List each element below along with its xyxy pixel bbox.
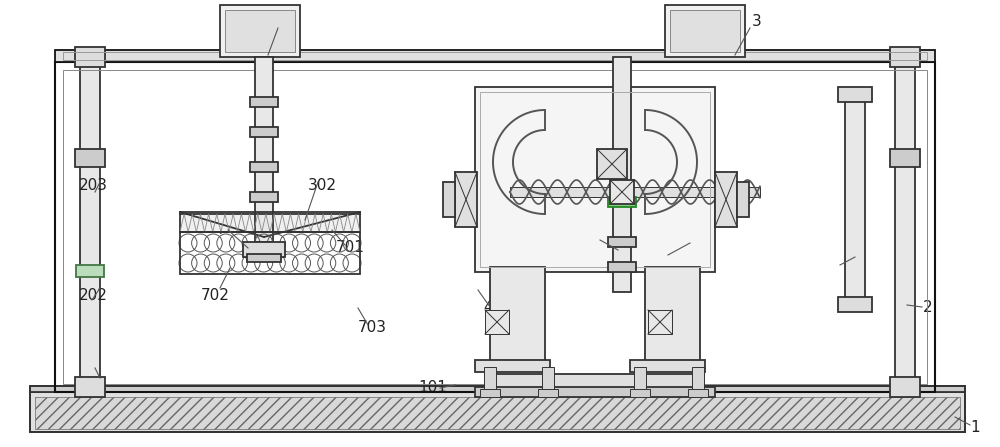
Bar (55, 50, 935, 62)
Bar (484, 367, 496, 392)
Bar (480, 389, 500, 397)
Text: 201: 201 (79, 378, 107, 392)
Bar (634, 367, 646, 392)
Bar (510, 187, 760, 197)
Bar (895, 62, 915, 392)
Bar (225, 10, 295, 52)
Text: 701: 701 (336, 240, 364, 256)
Bar (737, 182, 749, 217)
Text: 7: 7 (217, 223, 227, 237)
Bar (475, 387, 715, 397)
Bar (250, 162, 278, 172)
Bar (890, 377, 920, 397)
Text: 101: 101 (419, 380, 447, 396)
Bar (63, 70, 927, 384)
Bar (715, 172, 737, 227)
Bar (597, 149, 627, 179)
Bar (455, 172, 477, 227)
Bar (648, 310, 672, 334)
Bar (75, 47, 105, 67)
Text: 302: 302 (308, 177, 336, 193)
Bar (490, 267, 545, 367)
Bar (890, 149, 920, 167)
Text: 2: 2 (923, 299, 933, 315)
Text: 5: 5 (690, 236, 700, 250)
Text: 1: 1 (970, 421, 980, 435)
Bar (55, 62, 935, 392)
Text: 6: 6 (855, 249, 865, 265)
Text: 303: 303 (583, 236, 613, 250)
Bar (610, 180, 634, 204)
Bar (608, 262, 636, 272)
Bar (180, 232, 360, 274)
Text: 4: 4 (483, 299, 493, 315)
Bar (30, 386, 965, 432)
Bar (30, 386, 965, 392)
Bar (645, 267, 700, 367)
Text: 702: 702 (201, 287, 229, 303)
Bar (255, 57, 273, 242)
Bar (30, 392, 965, 432)
Polygon shape (180, 212, 360, 237)
Bar (665, 5, 745, 57)
Bar (247, 254, 281, 262)
Bar (76, 265, 104, 277)
Bar (475, 87, 715, 272)
Polygon shape (180, 214, 360, 232)
Bar (80, 62, 100, 392)
Bar (688, 389, 708, 397)
Bar (630, 360, 705, 372)
Bar (613, 57, 631, 292)
Bar (485, 310, 509, 334)
Bar (443, 182, 455, 217)
Bar (35, 397, 960, 429)
Text: 703: 703 (358, 320, 386, 336)
Bar (838, 87, 872, 102)
Text: 202: 202 (79, 287, 107, 303)
Bar (890, 47, 920, 67)
Bar (243, 242, 285, 257)
Bar (542, 367, 554, 392)
Text: 3: 3 (752, 14, 762, 30)
Bar (630, 389, 650, 397)
Bar (838, 297, 872, 312)
Bar (250, 127, 278, 137)
Bar (250, 192, 278, 202)
Bar (250, 97, 278, 107)
Bar (475, 360, 550, 372)
Bar (538, 389, 558, 397)
Bar (63, 52, 927, 60)
Bar (75, 377, 105, 397)
Bar (845, 97, 865, 302)
Bar (692, 367, 704, 392)
Bar (220, 5, 300, 57)
Bar (608, 237, 636, 247)
Bar (490, 374, 700, 392)
Text: 203: 203 (78, 177, 108, 193)
Bar (608, 197, 636, 207)
Bar (75, 149, 105, 167)
Text: 301: 301 (260, 14, 290, 30)
Bar (670, 10, 740, 52)
Bar (480, 92, 710, 267)
